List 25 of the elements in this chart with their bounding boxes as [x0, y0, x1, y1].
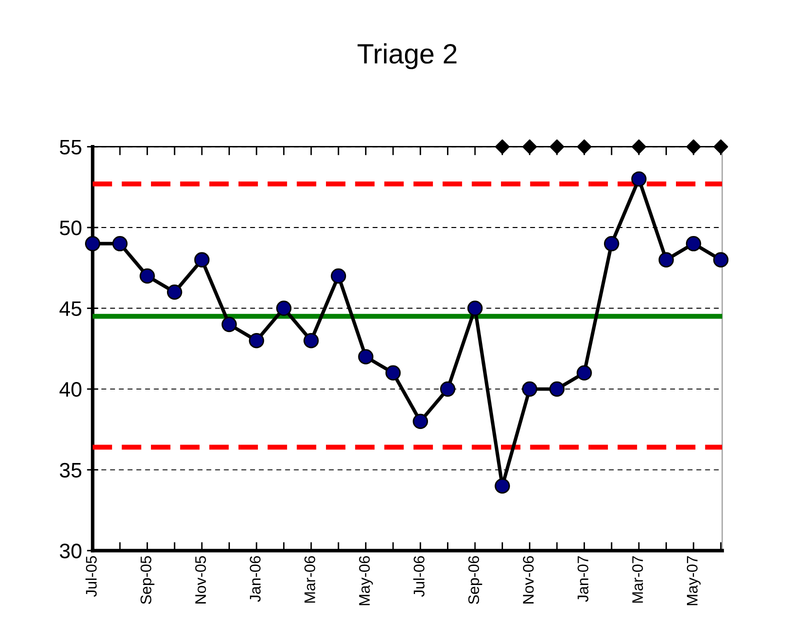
- x-tick-label: May-06: [359, 556, 373, 606]
- y-tick-label: 40: [60, 382, 82, 397]
- x-tick-label: Jan-07: [578, 556, 588, 602]
- y-tick-label: 55: [60, 140, 82, 154]
- point: [522, 139, 537, 154]
- x-tick-label: Sep-05: [140, 556, 154, 604]
- chart-title: Triage 2: [358, 43, 456, 70]
- x-tick-label: Nov-05: [195, 556, 206, 604]
- x-tick-label: Nov-06: [522, 556, 534, 604]
- x-tick-label: Mar-06: [304, 556, 316, 603]
- x-tick-label: Jul-05: [86, 556, 97, 597]
- y-tick-label: 45: [60, 302, 82, 316]
- x-tick-label: Jul-06: [413, 556, 424, 597]
- x-tick-label: May-07: [686, 556, 701, 606]
- y-tick-label: 35: [60, 462, 82, 478]
- point: [495, 139, 510, 154]
- point: [686, 139, 701, 154]
- x-tick-label: Mar-07: [632, 556, 643, 603]
- y-tick-label: 30: [60, 544, 82, 558]
- point: [576, 139, 592, 154]
- x-tick-label: Jan-06: [250, 556, 261, 602]
- x-tick-label: Sep-06: [468, 556, 482, 604]
- y-tick-label: 50: [60, 220, 82, 236]
- point: [632, 139, 646, 154]
- point: [550, 139, 564, 154]
